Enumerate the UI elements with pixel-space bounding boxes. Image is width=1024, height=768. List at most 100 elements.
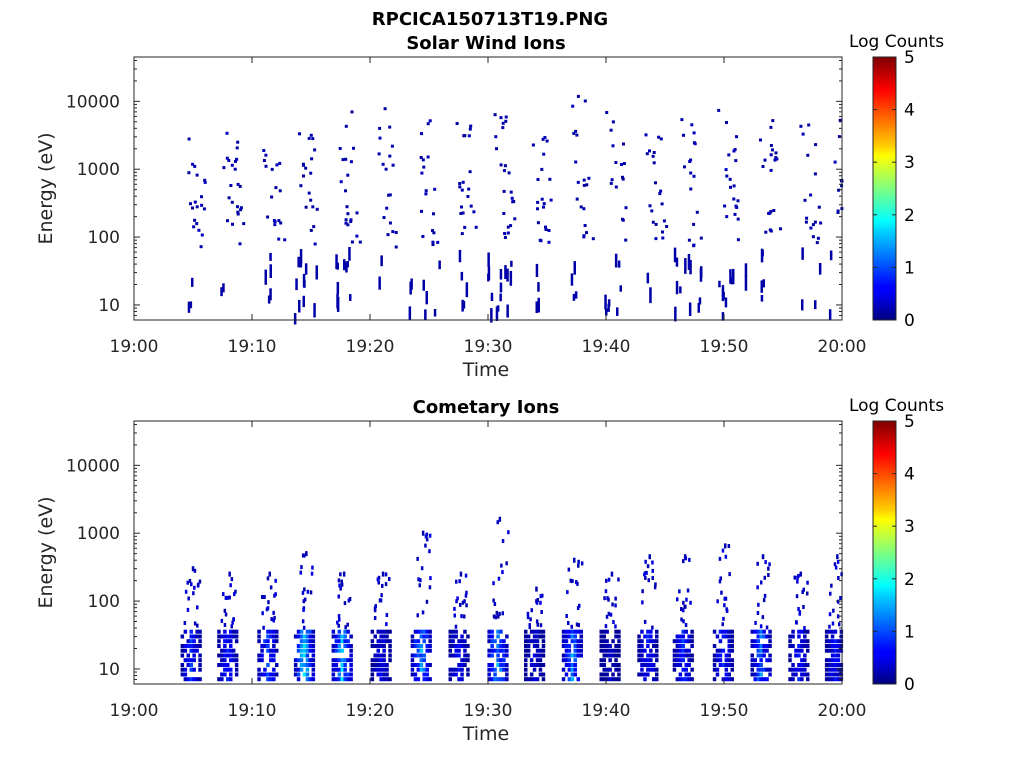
data-cell: [763, 158, 767, 162]
data-cell: [310, 157, 314, 161]
data-cell: [605, 578, 608, 583]
data-cell: [621, 175, 624, 179]
data-cell: [759, 658, 763, 663]
data-cell: [688, 557, 691, 562]
data-cell: [299, 184, 303, 188]
data-cell: [502, 189, 506, 193]
data-cell: [188, 579, 192, 583]
data-cell: [257, 634, 261, 639]
data-cell: [608, 644, 612, 648]
data-cell: [760, 280, 763, 293]
data-cell: [388, 644, 392, 648]
data-cell: [645, 152, 649, 156]
data-cell: [836, 554, 839, 560]
data-cell: [346, 223, 350, 227]
data-cell: [617, 577, 620, 582]
data-cell: [614, 648, 618, 653]
data-cell: [349, 667, 353, 672]
data-cell: [448, 667, 452, 672]
y-tick-label: 100: [88, 592, 120, 612]
data-cell: [799, 571, 802, 577]
data-cell: [504, 265, 507, 280]
data-cell: [232, 617, 235, 622]
data-cell: [272, 618, 275, 623]
data-cells: [180, 516, 844, 682]
y-tick-label: 10000: [66, 456, 120, 476]
data-cell: [579, 644, 583, 648]
data-cell: [458, 182, 462, 185]
data-cell: [422, 629, 426, 634]
data-cell: [431, 243, 435, 246]
data-cell: [186, 607, 190, 612]
data-cell: [186, 580, 189, 585]
data-cell: [196, 583, 200, 588]
data-cell: [426, 155, 430, 159]
data-cell: [566, 590, 569, 595]
data-cell: [753, 677, 757, 682]
data-cell: [833, 663, 838, 667]
data-cell: [499, 269, 503, 280]
data-cell: [539, 623, 543, 628]
data-cell: [223, 667, 227, 672]
data-cell: [436, 240, 440, 244]
data-cell: [535, 653, 540, 658]
data-cell: [718, 658, 723, 663]
data-cell: [349, 220, 353, 223]
data-cell: [496, 648, 500, 653]
data-cell: [269, 653, 273, 658]
data-cell: [340, 634, 344, 639]
data-cell: [573, 644, 577, 648]
data-cell: [504, 119, 508, 123]
data-cell: [272, 219, 276, 223]
data-cell: [759, 653, 763, 658]
data-cell: [236, 140, 240, 144]
data-cell: [690, 644, 694, 648]
data-cell: [796, 579, 799, 584]
data-cell: [217, 634, 221, 639]
data-cell: [573, 672, 577, 677]
data-cell: [830, 648, 835, 653]
data-cell: [620, 163, 623, 166]
data-cell: [496, 644, 500, 648]
data-cell: [602, 644, 606, 648]
data-cell: [306, 589, 310, 594]
data-cell: [349, 648, 353, 653]
data-cell: [797, 644, 801, 648]
data-cell: [378, 276, 381, 290]
data-cell: [750, 667, 754, 672]
data-cell: [813, 220, 817, 224]
data-cell: [337, 639, 342, 644]
data-cell: [233, 592, 236, 597]
data-cell: [234, 159, 237, 163]
data-cell: [220, 663, 224, 667]
data-cell: [273, 223, 277, 227]
colorbar-tick-label: 2: [904, 570, 915, 590]
data-cell: [416, 653, 421, 658]
data-cell: [824, 672, 829, 677]
data-cell: [833, 639, 838, 644]
data-cell: [824, 667, 829, 672]
data-cell: [192, 591, 195, 596]
x-tick-label: 19:20: [346, 701, 395, 721]
data-cell: [535, 663, 540, 667]
data-cell: [768, 639, 772, 644]
data-cell: [727, 639, 731, 644]
data-cell: [718, 280, 721, 288]
data-cell: [308, 648, 313, 653]
data-cell: [725, 215, 729, 219]
data-cell: [718, 653, 723, 658]
data-cell: [278, 189, 282, 193]
data-cell: [576, 581, 579, 586]
data-cell: [460, 663, 464, 667]
data-cell: [505, 672, 509, 677]
data-cell: [614, 667, 618, 672]
data-cell: [529, 629, 534, 634]
data-cell: [768, 562, 771, 567]
data-cell: [609, 128, 613, 132]
data-cell: [299, 570, 302, 575]
data-cell: [302, 295, 305, 308]
data-cell: [275, 634, 279, 639]
data-cell: [830, 639, 835, 644]
data-cell: [721, 629, 726, 634]
data-cell: [309, 171, 313, 175]
